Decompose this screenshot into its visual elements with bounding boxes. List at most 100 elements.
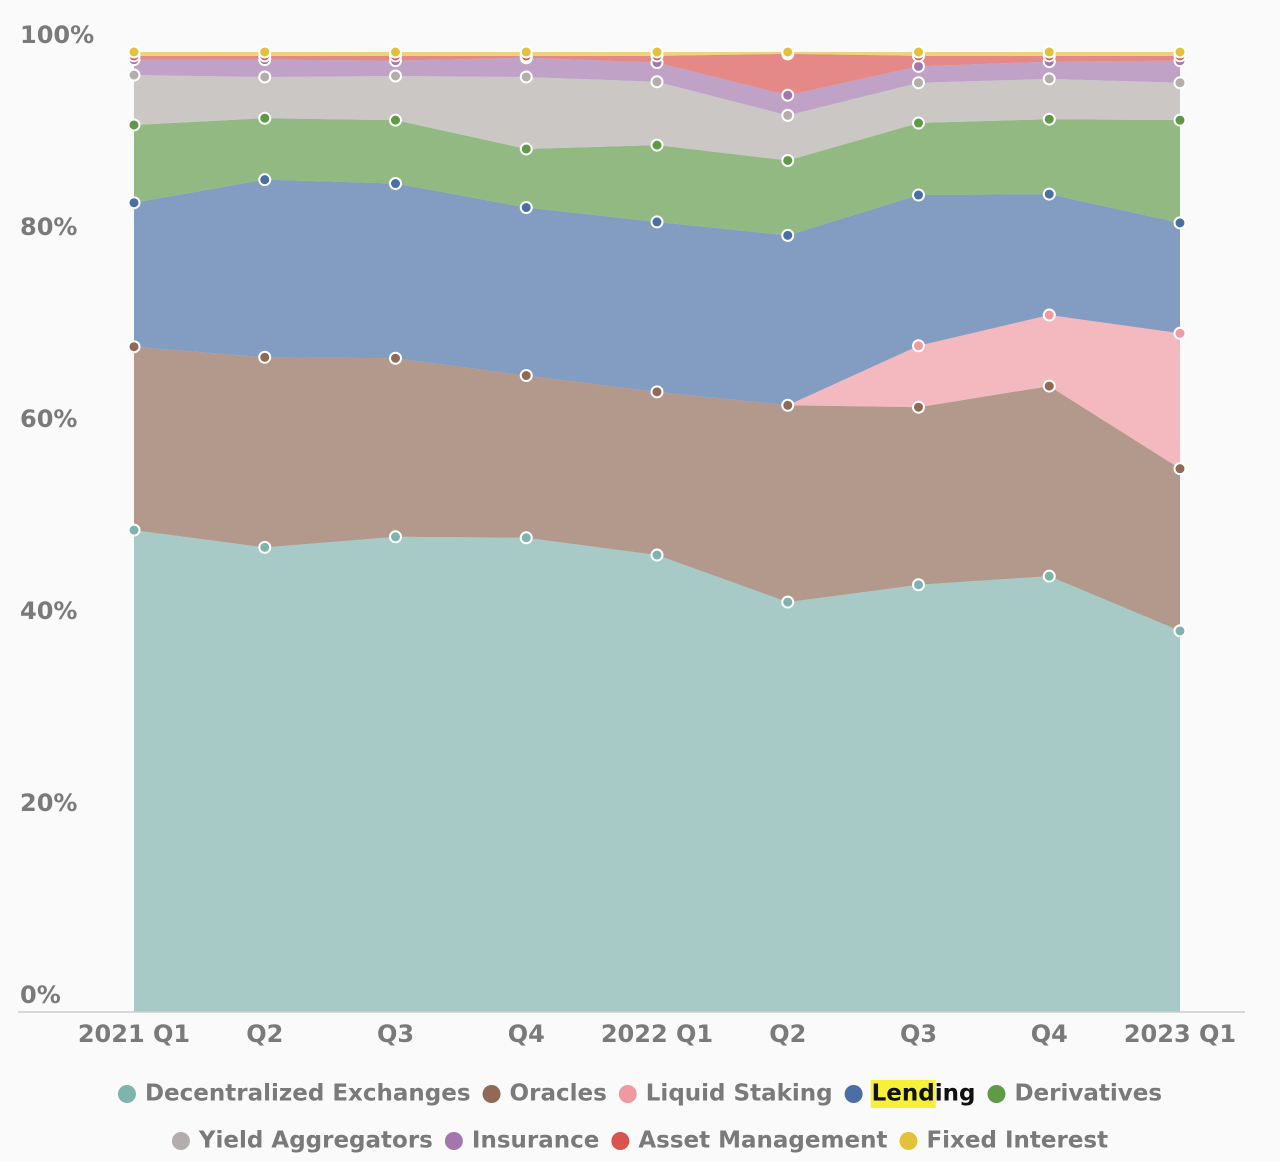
x-tick-label: Q4 <box>508 1020 545 1048</box>
legend-label: Fixed Interest <box>926 1128 1108 1154</box>
legend-marker <box>618 1085 637 1103</box>
data-point <box>650 138 664 152</box>
data-point <box>1173 113 1187 127</box>
data-point <box>1173 624 1187 638</box>
legend-marker <box>444 1132 463 1150</box>
data-point <box>912 578 925 592</box>
legend-label: Oracles <box>510 1081 607 1107</box>
data-point <box>650 75 664 89</box>
y-tick-label: 40% <box>20 597 77 625</box>
data-point <box>650 548 664 562</box>
data-point <box>389 177 402 191</box>
data-point <box>1173 326 1187 340</box>
legend-label: Liquid Staking <box>646 1081 833 1107</box>
data-point <box>258 111 272 125</box>
legend-row: Decentralized Exchanges Oracles Liquid Sta… <box>117 1080 1162 1108</box>
x-tick-label: Q2 <box>246 1020 283 1048</box>
data-point <box>519 70 533 84</box>
data-point <box>912 339 925 353</box>
area <box>134 118 1180 236</box>
data-point <box>912 188 925 202</box>
y-tick-label: 80% <box>20 213 77 241</box>
data-point <box>1173 45 1187 59</box>
data-point <box>1173 216 1187 230</box>
data-point <box>912 45 925 59</box>
legend-item: Decentralized Exchanges <box>117 1081 471 1107</box>
legend-label: Lending <box>872 1081 976 1107</box>
data-point <box>1173 462 1187 476</box>
area <box>134 346 1180 631</box>
x-tick-label: Q4 <box>1031 1020 1068 1048</box>
x-tick-label: 2021 Q1 <box>78 1020 190 1048</box>
data-point <box>519 201 533 215</box>
data-point <box>781 153 795 167</box>
y-tick-label: 20% <box>20 789 77 817</box>
data-point <box>1042 569 1056 583</box>
data-point <box>912 59 925 73</box>
legend-marker <box>611 1132 630 1150</box>
data-point <box>781 228 795 242</box>
data-point <box>389 45 402 59</box>
legend-marker <box>171 1132 190 1150</box>
data-point <box>127 45 141 59</box>
legend-marker <box>987 1085 1006 1103</box>
data-point <box>1042 112 1056 126</box>
legend-item: Insurance <box>444 1128 599 1154</box>
data-point <box>1042 187 1056 201</box>
data-point <box>127 118 141 132</box>
data-point <box>389 69 402 83</box>
data-point <box>1173 76 1187 90</box>
x-tick-label: Q3 <box>377 1020 414 1048</box>
data-point <box>1042 379 1056 393</box>
points <box>127 45 1187 638</box>
legend-item: Liquid Staking <box>618 1081 833 1107</box>
data-point <box>258 350 272 364</box>
data-point <box>389 351 402 365</box>
area <box>134 315 1180 469</box>
data-point <box>519 45 533 59</box>
data-point <box>912 116 925 130</box>
legend-marker <box>482 1085 501 1103</box>
data-point <box>127 523 141 537</box>
x-tick-label: Q3 <box>900 1020 937 1048</box>
data-point <box>127 340 141 354</box>
legend-item: Fixed Interest <box>899 1128 1108 1154</box>
legend-item: Oracles <box>482 1081 607 1107</box>
legend-marker <box>844 1085 863 1103</box>
legend-label: Derivatives <box>1014 1081 1162 1107</box>
areas <box>134 52 1180 1012</box>
data-point <box>258 540 272 554</box>
area <box>134 530 1180 1012</box>
x-tick-label: 2023 Q1 <box>1124 1020 1236 1048</box>
data-point <box>519 369 533 383</box>
legend-label: Insurance <box>472 1128 599 1154</box>
legend-item: Yield Aggregators <box>171 1128 433 1154</box>
x-tick-label: Q2 <box>769 1020 806 1048</box>
y-tick-label: 60% <box>20 405 77 433</box>
x-tick-label: 2022 Q1 <box>601 1020 713 1048</box>
legend-label: Yield Aggregators <box>198 1128 433 1154</box>
y-tick-label: 100% <box>20 21 94 49</box>
y-tick-label: 0% <box>20 981 61 1009</box>
data-point <box>912 76 925 90</box>
data-point <box>519 142 533 156</box>
data-point <box>258 173 272 187</box>
data-point <box>781 88 795 102</box>
data-point <box>781 108 795 122</box>
data-point <box>650 215 664 229</box>
data-point <box>127 196 141 210</box>
data-point <box>781 398 795 412</box>
data-point <box>781 45 795 59</box>
data-point <box>389 113 402 127</box>
area <box>134 75 1180 161</box>
data-point <box>912 400 925 414</box>
data-point <box>258 70 272 84</box>
legend-label: Decentralized Exchanges <box>145 1081 471 1107</box>
legend-marker <box>899 1132 918 1150</box>
data-point <box>258 45 272 59</box>
area <box>134 179 1180 406</box>
data-point <box>127 68 141 82</box>
data-point <box>781 595 795 609</box>
